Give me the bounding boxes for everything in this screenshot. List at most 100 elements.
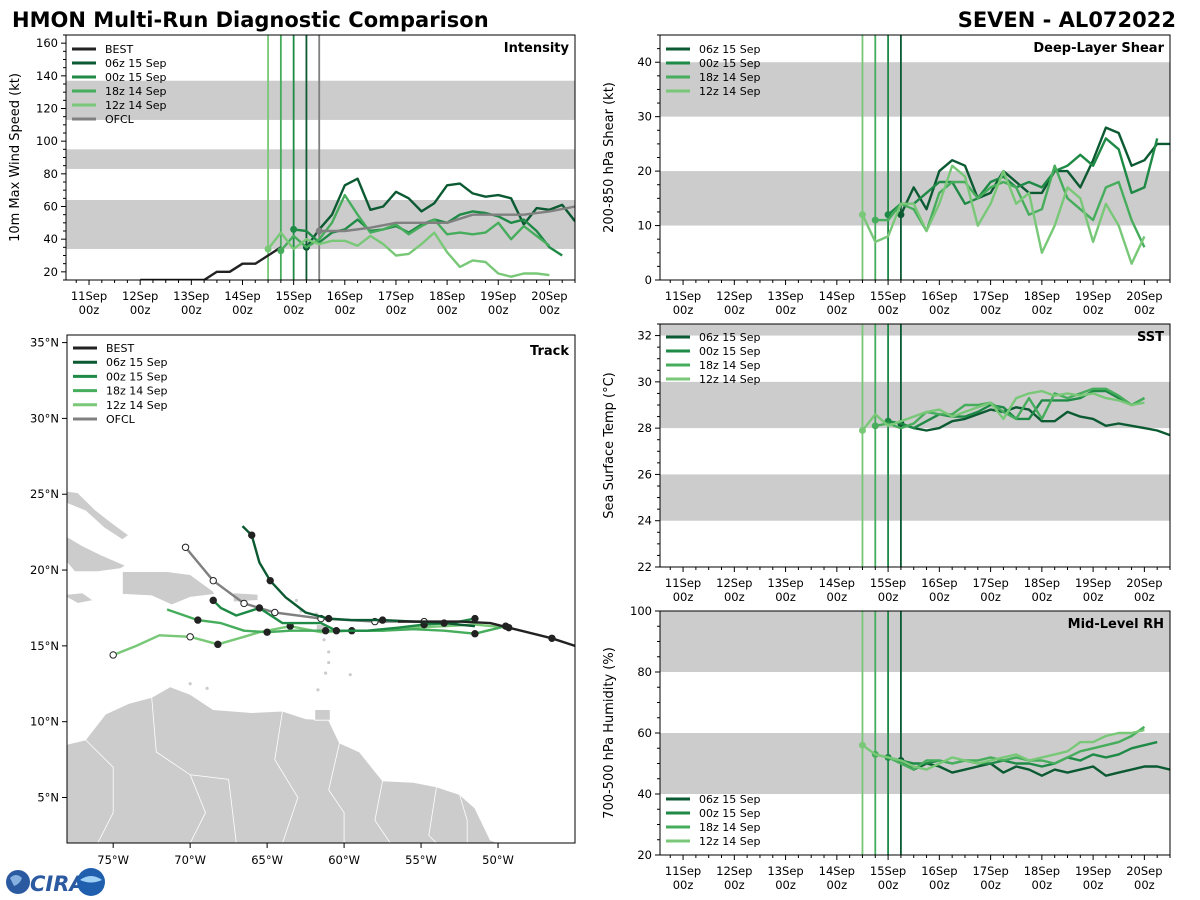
shear-legend-label-2: 18z 14 Sep xyxy=(699,71,761,84)
track-ytick-label-2: 15°N xyxy=(30,639,59,653)
shear-legend-label-0: 06z 15 Sep xyxy=(699,43,761,56)
intensity-series-best xyxy=(140,246,282,280)
sst-series-06z-15-sep xyxy=(900,406,1170,437)
track-xtick-label-4: 55°W xyxy=(405,853,437,867)
shear-panel: 01020304011Sep00z12Sep00z13Sep00z14Sep00… xyxy=(602,34,1171,317)
sst-ytick-label-28: 28 xyxy=(637,421,652,435)
intensity-ytick-label-20: 20 xyxy=(43,265,58,279)
track-map-layer xyxy=(67,490,575,843)
sst-xtick-day-14Sep: 14Sep xyxy=(819,576,855,590)
track-panel-title: Track xyxy=(530,344,569,359)
small-island-10 xyxy=(188,682,192,686)
shear-xtick-day-12Sep: 12Sep xyxy=(716,289,752,303)
rh-xtick-hour-15Sep: 00z xyxy=(878,878,899,892)
track-xtick-label-0: 75°W xyxy=(97,853,129,867)
rh-panel-title: Mid-Level RH xyxy=(1068,617,1164,632)
sst-ylabel: Sea Surface Temp (°C) xyxy=(602,372,617,519)
intensity-xtick-day-14Sep: 14Sep xyxy=(224,289,260,303)
rh-series-12z-14-sep xyxy=(861,728,1145,771)
intensity-ytick-label-60: 60 xyxy=(43,200,58,214)
track-point-best-1 xyxy=(548,634,556,642)
intensity-ylabel: 10m Max Wind Speed (kt) xyxy=(8,73,23,242)
shear-ytick-label-0: 0 xyxy=(645,273,652,287)
country-border-3 xyxy=(428,786,437,843)
shear-xtick-day-13Sep: 13Sep xyxy=(767,289,803,303)
shear-series-group xyxy=(858,126,1170,265)
track-ytick-label-1: 10°N xyxy=(30,715,59,729)
rh-legend-label-1: 00z 15 Sep xyxy=(699,807,761,820)
sst-xtick-day-20Sep: 20Sep xyxy=(1126,576,1162,590)
rh-legend-label-0: 06z 15 Sep xyxy=(699,793,761,806)
rh-ytick-label-80: 80 xyxy=(637,665,652,679)
shear-legend-label-1: 00z 15 Sep xyxy=(699,57,761,70)
shear-xtick-day-18Sep: 18Sep xyxy=(1024,289,1060,303)
shear-ytick-label-30: 30 xyxy=(637,110,652,124)
intensity-ytick-label-160: 160 xyxy=(36,36,58,50)
sst-start-marker-18z-14-sep xyxy=(871,422,879,430)
track-legend-label-5: OFCL xyxy=(106,413,136,426)
shear-ylabel: 200-850 hPa Shear (kt) xyxy=(602,82,617,233)
track-point-12z-14-sep-14 xyxy=(109,651,117,659)
intensity-xtick-day-15Sep: 15Sep xyxy=(275,289,311,303)
intensity-legend-label-1: 06z 15 Sep xyxy=(105,57,167,70)
track-point-12z-14-sep-11 xyxy=(186,633,194,641)
track-point-18z-14-sep-1 xyxy=(471,630,479,638)
intensity-panel: 2040608010012014016011Sep00z12Sep00z13Se… xyxy=(8,34,576,317)
sst-xtick-day-19Sep: 19Sep xyxy=(1075,576,1111,590)
track-legend-label-3: 18z 14 Sep xyxy=(106,385,168,398)
intensity-ytick-label-80: 80 xyxy=(43,167,58,181)
cuba-island xyxy=(67,536,127,572)
intensity-legend-label-2: 00z 15 Sep xyxy=(105,71,167,84)
intensity-series-ofcl xyxy=(319,205,575,233)
rh-xtick-day-15Sep: 15Sep xyxy=(870,864,906,878)
sst-legend-label-1: 00z 15 Sep xyxy=(699,345,761,358)
rh-xtick-day-17Sep: 17Sep xyxy=(972,864,1008,878)
intensity-ytick-label-140: 140 xyxy=(36,69,58,83)
shear-panel-title: Deep-Layer Shear xyxy=(1033,41,1164,56)
track-point-00z-15-sep-5 xyxy=(332,627,341,635)
intensity-xtick-hour-19Sep: 00z xyxy=(488,303,509,317)
shear-ytick-label-10: 10 xyxy=(637,219,652,233)
sst-legend-label-0: 06z 15 Sep xyxy=(699,331,761,344)
small-island-9 xyxy=(205,686,209,690)
track-point-06z-15-sep-10 xyxy=(248,531,256,539)
intensity-xtick-hour-13Sep: 00z xyxy=(181,303,202,317)
cira-globe-land-icon xyxy=(10,875,22,886)
sst-xtick-day-17Sep: 17Sep xyxy=(972,576,1008,590)
intensity-xtick-hour-14Sep: 00z xyxy=(232,303,253,317)
rh-xtick-day-16Sep: 16Sep xyxy=(921,864,957,878)
intensity-start-marker-00z-15-sep xyxy=(290,225,298,233)
sst-legend-label-3: 12z 14 Sep xyxy=(699,373,761,386)
intensity-xtick-hour-12Sep: 00z xyxy=(130,303,151,317)
sst-xtick-hour-16Sep: 00z xyxy=(929,590,950,604)
sst-ytick-label-24: 24 xyxy=(637,514,652,528)
shear-legend-label-3: 12z 14 Sep xyxy=(699,85,761,98)
rh-xtick-day-12Sep: 12Sep xyxy=(716,864,752,878)
track-legend-label-2: 00z 15 Sep xyxy=(106,370,168,383)
rh-xtick-hour-11Sep: 00z xyxy=(673,878,694,892)
rh-legend-label-2: 18z 14 Sep xyxy=(699,821,761,834)
cira-wordmark: CIRA xyxy=(30,872,86,896)
intensity-xtick-day-18Sep: 18Sep xyxy=(429,289,465,303)
sst-xtick-day-16Sep: 16Sep xyxy=(921,576,957,590)
intensity-xtick-day-20Sep: 20Sep xyxy=(531,289,567,303)
track-legend-label-4: 12z 14 Sep xyxy=(106,399,168,412)
shear-xtick-day-11Sep: 11Sep xyxy=(665,289,701,303)
shear-xtick-hour-17Sep: 00z xyxy=(980,303,1001,317)
rh-start-marker-12z-14-sep xyxy=(858,741,866,749)
intensity-ytick-label-100: 100 xyxy=(36,134,58,148)
intensity-series-12z-14-sep xyxy=(267,231,550,278)
sst-xtick-hour-15Sep: 00z xyxy=(878,590,899,604)
shear-ytick-label-20: 20 xyxy=(637,164,652,178)
shear-xtick-day-15Sep: 15Sep xyxy=(870,289,906,303)
track-point-00z-15-sep-0 xyxy=(471,614,479,623)
track-panel: 75°W 70°W 65°W 60°W 55°W 50°W 5°N 10°N 15°N 20°N 2… xyxy=(30,334,576,867)
sst-xtick-day-13Sep: 13Sep xyxy=(767,576,803,590)
sst-panel-title: SST xyxy=(1137,330,1164,345)
track-legend-label-1: 06z 15 Sep xyxy=(106,356,168,369)
intensity-xtick-hour-20Sep: 00z xyxy=(539,303,560,317)
rh-xtick-day-13Sep: 13Sep xyxy=(767,864,803,878)
intensity-series-06z-15-sep xyxy=(305,177,575,248)
shear-start-marker-12z-14-sep xyxy=(858,211,866,219)
sst-legend-label-2: 18z 14 Sep xyxy=(699,359,761,372)
